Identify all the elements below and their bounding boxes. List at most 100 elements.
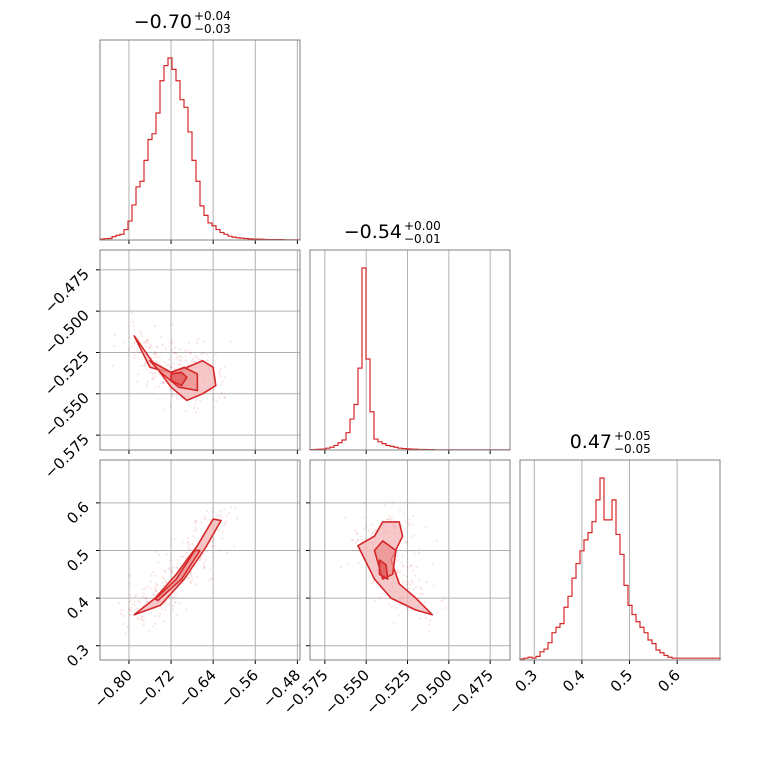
sample-point [223,375,226,378]
y-tick-label: −0.525 [41,348,93,400]
sample-point [211,556,215,559]
sample-point [162,382,166,385]
sample-point [187,544,191,547]
sample-point [362,527,366,531]
x-tick-label: −0.56 [217,666,262,711]
sample-point [146,339,149,342]
sample-point [141,615,144,618]
sample-point [150,574,153,577]
sample-point [205,550,208,553]
sample-point [354,541,358,544]
sample-point [208,518,211,521]
sample-point [144,341,147,344]
x-tick-label: −0.525 [362,666,414,718]
sample-point [145,339,148,342]
histogram-panel-2 [519,460,721,664]
sample-point [153,352,156,356]
sample-point [381,592,384,595]
sample-point [188,548,191,552]
sample-point [163,361,166,364]
sample-point [154,582,158,585]
sample-point [440,599,443,603]
sample-point [396,555,399,558]
sample-point [405,575,409,578]
sample-point [363,502,366,505]
sample-point [175,397,179,400]
sample-point [162,381,165,384]
sample-point [411,523,414,526]
sample-point [223,365,226,368]
sample-point [219,375,222,378]
sample-point [186,577,189,580]
sample-point [148,346,151,350]
sample-point [396,570,399,573]
sample-point [144,586,147,590]
sample-point [385,518,389,521]
sample-point [194,354,197,357]
sample-point [161,576,164,579]
sample-point [144,362,147,365]
sample-point [161,343,164,347]
sample-point [387,518,390,521]
sample-point [131,602,134,606]
sample-point [153,350,156,353]
sample-point [175,613,179,616]
sample-point [139,601,142,604]
sample-point [355,532,358,535]
sample-point [152,378,155,381]
sample-point [170,366,173,369]
sample-point [411,569,415,572]
sample-point [169,405,172,408]
sample-point [138,351,141,355]
sample-point [189,573,192,576]
sample-point [205,510,209,513]
histogram-step-2 [519,477,721,660]
sample-point [428,630,431,633]
sample-point [405,607,409,610]
sample-point [137,372,140,376]
sample-point [155,355,158,358]
sample-point [428,619,431,622]
sample-point [400,561,403,564]
sample-point [189,581,192,584]
sample-point [162,620,165,623]
sample-point [158,398,162,401]
sample-point [138,338,141,341]
sample-point [351,538,354,541]
sample-point [149,587,152,590]
sample-point [196,358,199,361]
sample-point [360,538,363,541]
sample-point [129,582,132,586]
sample-point [178,358,181,362]
sample-point [173,351,176,354]
sample-point [193,361,196,364]
sample-point [398,508,402,512]
sample-point [396,559,399,562]
sample-point [339,566,343,569]
sample-point [153,352,156,355]
sample-point [219,368,223,371]
sample-point [187,341,190,344]
sample-point [176,566,179,569]
sample-point [142,592,145,595]
sample-point [147,630,151,633]
sample-point [133,357,136,360]
sample-point [178,354,182,358]
sample-point [164,580,167,583]
sample-point [129,609,132,612]
sample-point [413,574,417,577]
sample-point [132,324,135,327]
scatter-panel-1-2 [306,460,510,664]
scatter-frame-0-2 [99,459,301,661]
sample-point [441,598,445,602]
sample-point [190,575,193,578]
sample-point [186,546,190,549]
sample-point [156,361,159,365]
sample-point [178,363,181,366]
sample-point [131,312,134,315]
sample-point [128,336,132,339]
sample-point [140,616,144,619]
sample-point [145,344,148,348]
x-tick-label: 0.4 [559,666,589,696]
sample-point [173,538,176,541]
